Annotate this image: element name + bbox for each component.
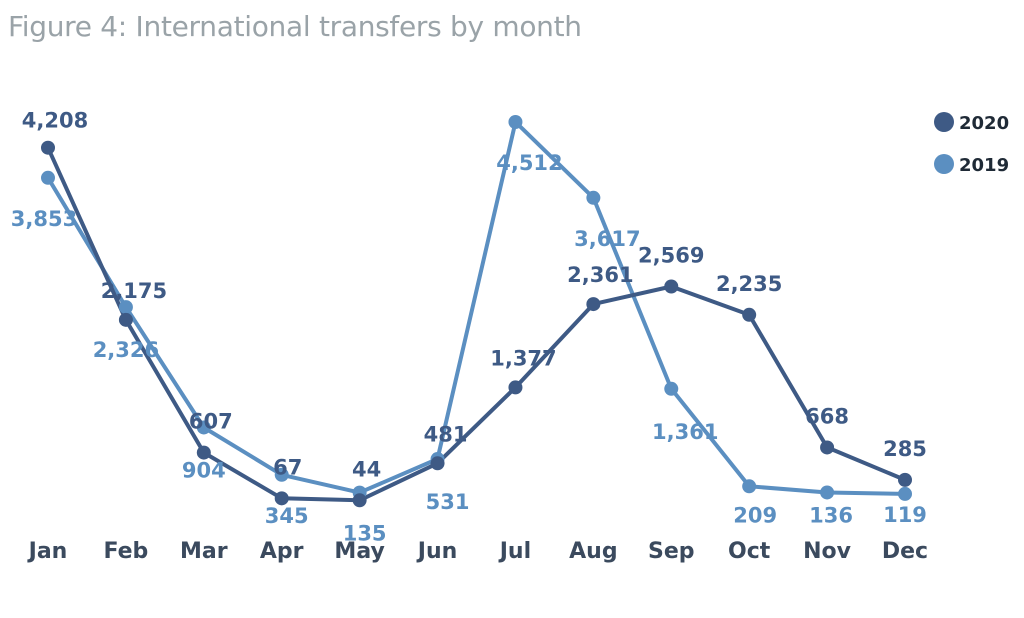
x-tick-mar: Mar <box>180 539 228 564</box>
x-axis-ticks: Jan Feb Mar Apr May Jun Jul Aug Sep Oct Nov Dec <box>27 539 928 564</box>
point-2019-aug <box>586 190 601 205</box>
x-tick-feb: Feb <box>104 539 149 564</box>
point-2019-dec <box>898 486 912 501</box>
data-label-2020-mar: 607 <box>189 410 233 434</box>
point-2019-nov <box>820 485 835 500</box>
point-2020-may <box>352 493 367 508</box>
data-label-2020-jul: 1,377 <box>490 346 556 370</box>
point-2020-apr <box>274 491 289 506</box>
point-2019-sep <box>664 381 679 396</box>
data-label-2019-jun: 531 <box>426 490 470 514</box>
data-label-2020-apr: 67 <box>273 455 302 479</box>
data-label-2019-sep: 1,361 <box>652 420 718 444</box>
x-tick-jun: Jun <box>416 539 458 564</box>
point-2019-jan <box>41 170 55 185</box>
data-label-2019-oct: 209 <box>733 503 777 527</box>
point-2020-feb <box>118 312 133 327</box>
x-tick-jul: Jul <box>498 539 531 564</box>
data-label-2019-mar: 904 <box>182 458 226 482</box>
chart-title: Figure 4: International transfers by mon… <box>8 10 582 43</box>
x-tick-nov: Nov <box>803 539 852 564</box>
point-2019-feb <box>118 300 133 315</box>
data-label-2020-dec: 285 <box>883 437 927 461</box>
point-2019-apr <box>274 467 289 482</box>
series-points <box>41 115 912 508</box>
point-2020-sep <box>664 279 679 294</box>
x-tick-may: May <box>334 539 384 564</box>
series-line-2019 <box>46 120 906 496</box>
data-label-2019-jan: 3,853 <box>11 207 77 231</box>
data-label-2020-oct: 2,235 <box>716 272 782 296</box>
legend-marker-2020 <box>934 112 954 132</box>
legend-label-2019: 2019 <box>959 155 1009 176</box>
point-2020-aug <box>586 297 601 312</box>
data-label-2020-nov: 668 <box>805 404 849 428</box>
legend: 2020 2019 <box>934 112 1009 176</box>
point-2019-jul <box>508 115 523 129</box>
x-tick-dec: Dec <box>882 539 928 564</box>
point-2020-jan <box>41 140 55 155</box>
data-label-2019-apr: 345 <box>265 504 309 528</box>
data-label-2019-nov: 136 <box>809 503 853 527</box>
point-2020-jun <box>430 456 445 471</box>
x-tick-oct: Oct <box>728 539 771 564</box>
legend-marker-2019 <box>934 154 954 174</box>
legend-label-2020: 2020 <box>959 113 1009 134</box>
point-2019-mar <box>196 420 211 435</box>
series-lines <box>46 120 906 503</box>
data-label-2020-jan: 4,208 <box>22 109 88 133</box>
data-label-2019-feb: 2,326 <box>93 338 159 362</box>
data-label-2020-may: 44 <box>352 457 381 481</box>
data-label-2019-may: 135 <box>343 522 387 546</box>
point-2019-oct <box>742 479 757 494</box>
data-label-2019-dec: 119 <box>883 503 927 527</box>
x-tick-jan: Jan <box>27 539 68 564</box>
data-label-2020-sep: 2,569 <box>638 244 704 268</box>
x-tick-sep: Sep <box>648 539 695 564</box>
data-label-2020-jun: 481 <box>424 422 468 446</box>
data-label-2020-aug: 2,361 <box>567 263 633 287</box>
point-2020-oct <box>742 307 757 322</box>
point-2020-nov <box>820 440 835 455</box>
x-tick-apr: Apr <box>260 539 304 564</box>
point-2020-jul <box>508 380 523 395</box>
data-label-2019-aug: 3,617 <box>574 227 640 251</box>
data-label-2019-jul: 4,512 <box>496 151 562 175</box>
point-2020-dec <box>898 472 912 487</box>
data-label-2020-feb: 2,175 <box>101 279 167 303</box>
series-line-2020 <box>46 146 906 503</box>
point-2020-mar <box>196 445 211 460</box>
x-tick-aug: Aug <box>569 539 617 564</box>
